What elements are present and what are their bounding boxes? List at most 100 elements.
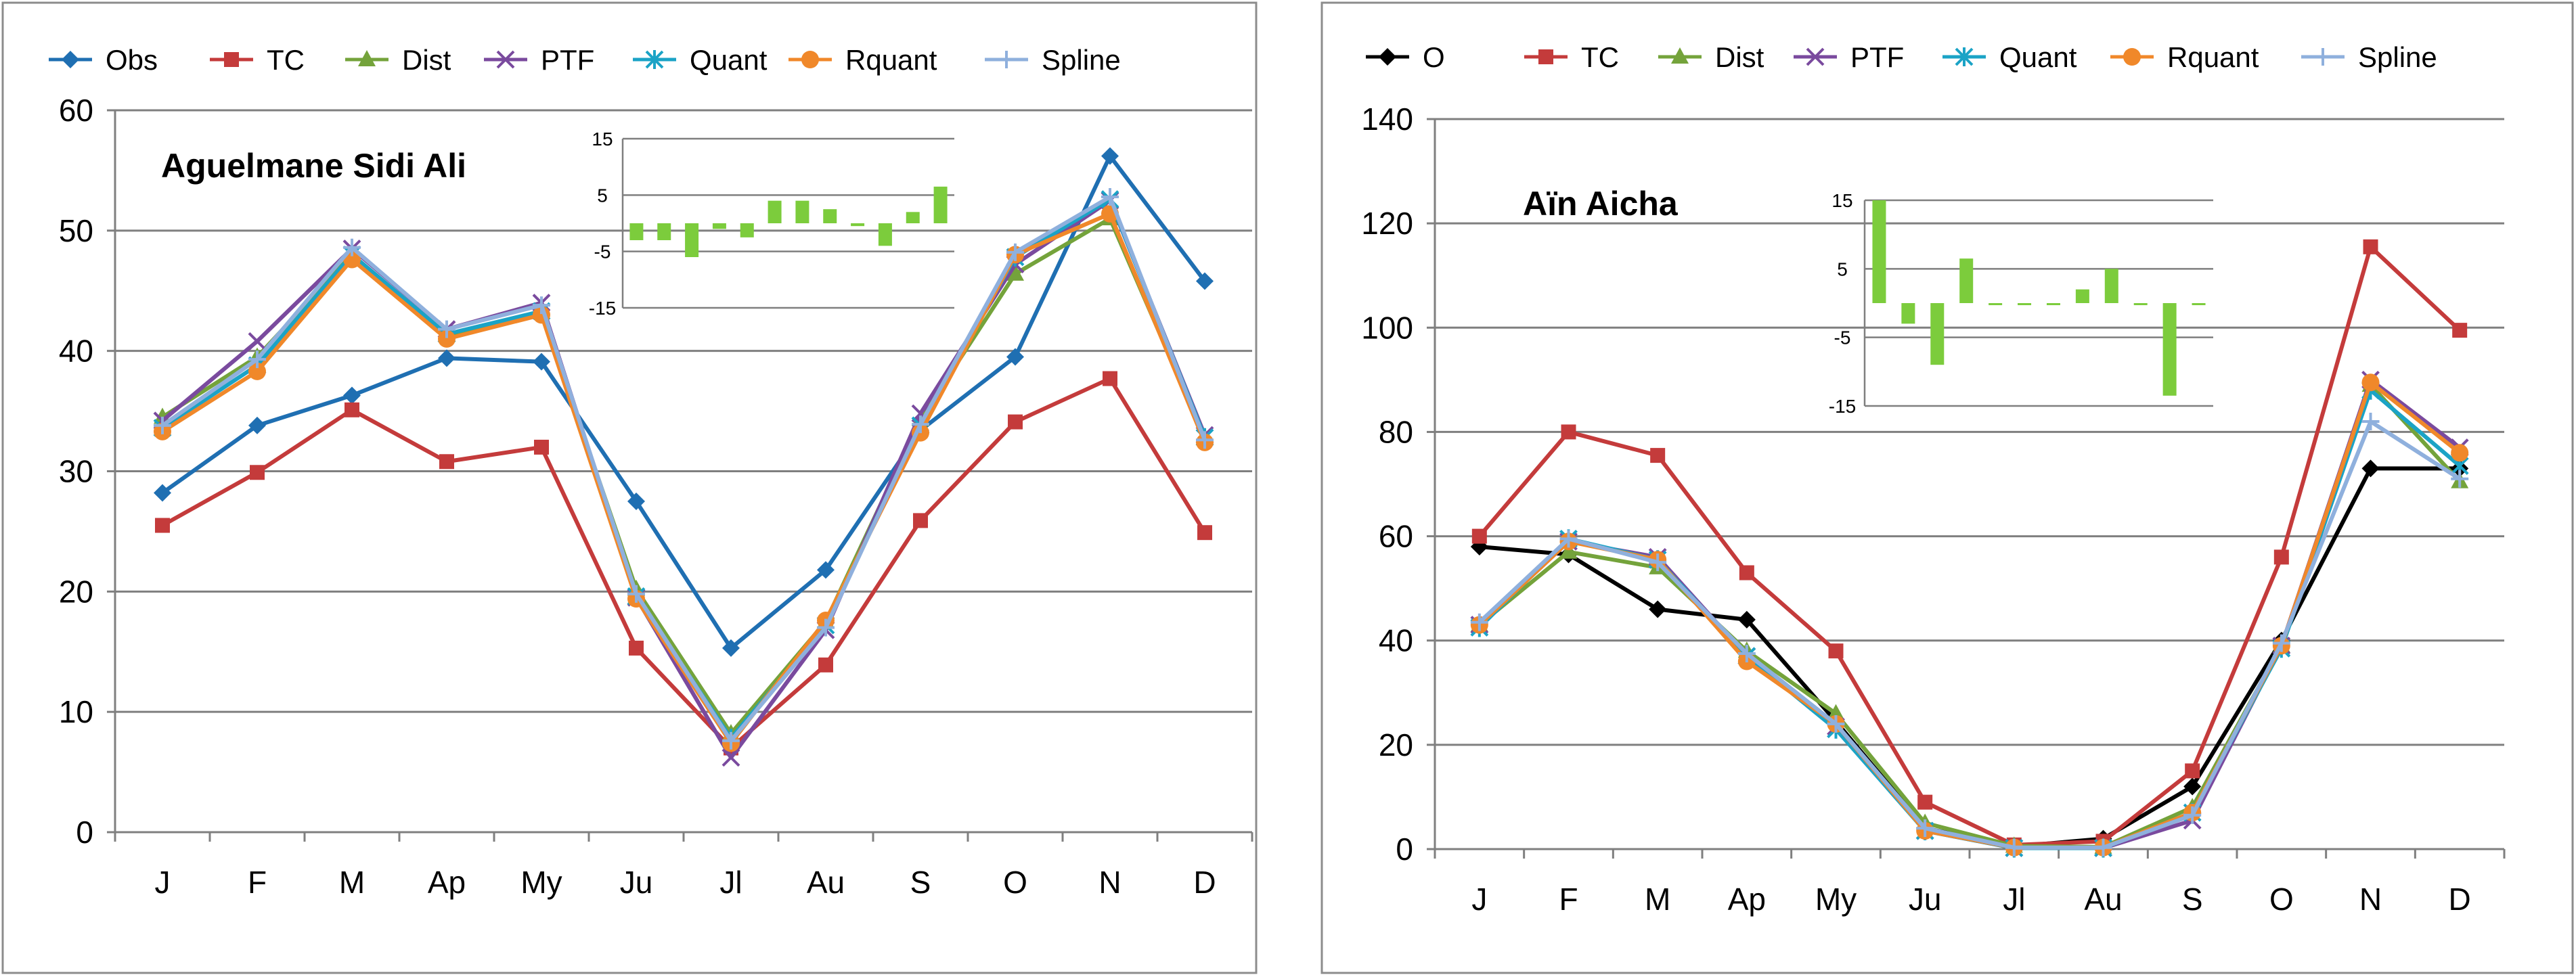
y-tick-label: 50 <box>59 213 93 248</box>
data-point-spline <box>2451 470 2469 488</box>
data-point-spline <box>248 350 266 369</box>
legend-label: Spline <box>2358 41 2437 73</box>
data-point-obs <box>1101 147 1119 165</box>
data-point-obs <box>627 492 645 510</box>
data-point-obs <box>817 561 835 579</box>
data-point-tc <box>2185 763 2200 779</box>
data-point-tc <box>2363 239 2378 254</box>
chart-panel-ain-aicha: 0 20 40 60 80 100 120 140 J F M Ap My Ju Jl Au S O N D O TC Di… <box>1320 1 2574 974</box>
x-tick-label: D <box>1193 865 1216 900</box>
inset-bar <box>851 223 865 227</box>
inset-bar <box>1901 303 1915 324</box>
data-point-tc <box>2452 323 2468 338</box>
inset-bar <box>629 223 644 240</box>
inset-bar <box>2104 269 2118 303</box>
y-tick-label: 10 <box>59 694 93 729</box>
data-point-spline <box>912 415 929 434</box>
chart-title: Aguelmane Sidi Ali <box>161 147 466 185</box>
legend-label: Quant <box>1999 41 2077 73</box>
series-line-spline <box>1478 419 2461 850</box>
legend-label: TC <box>1581 41 1619 73</box>
legend-label: Rquant <box>845 44 937 76</box>
data-point-rquant <box>2451 444 2469 462</box>
legend-label: O <box>1423 41 1445 73</box>
x-tick-label: S <box>910 865 931 900</box>
data-point-spline <box>533 296 550 315</box>
data-point-tc <box>1561 424 1576 440</box>
x-tick-label: N <box>1098 865 1121 900</box>
x-tick-label: M <box>1645 882 1670 917</box>
inset-bar <box>2046 303 2060 306</box>
legend-label: Dist <box>1715 41 1764 73</box>
inset-bar <box>1959 258 1974 303</box>
data-point-tc <box>439 454 454 470</box>
inset-bar <box>2162 303 2177 396</box>
data-point-spline <box>817 618 835 637</box>
data-point-o <box>1649 600 1667 618</box>
x-tick-label: F <box>1559 882 1578 917</box>
data-point-dist <box>1827 704 1845 721</box>
data-point-rquant <box>438 329 456 348</box>
data-point-tc <box>534 439 549 455</box>
data-point-spline <box>722 731 740 750</box>
legend-marker <box>1671 47 1689 64</box>
y-tick-label: 40 <box>1379 623 1413 658</box>
inset-bar <box>2192 303 2206 306</box>
x-tick-label: S <box>2182 882 2203 917</box>
data-point-tc <box>1471 528 1487 544</box>
data-point-tc <box>155 518 170 533</box>
inset-bar <box>906 212 920 223</box>
inset-tick-label: -5 <box>594 242 611 263</box>
data-point-tc <box>1917 794 1933 810</box>
legend-label: Spline <box>1042 44 1121 76</box>
y-tick-label: 80 <box>1379 414 1413 449</box>
legend-marker <box>496 50 515 69</box>
y-tick-label: 100 <box>1361 310 1413 345</box>
data-point-tc <box>345 402 359 417</box>
y-tick-label: 140 <box>1361 101 1413 137</box>
x-tick-label: Ju <box>620 865 653 900</box>
data-point-ptf <box>248 332 267 350</box>
data-point-spline <box>1559 530 1578 548</box>
x-tick-label: O <box>2269 882 2294 917</box>
data-point-spline <box>1196 431 1214 449</box>
inset-tick-label: -15 <box>1829 396 1856 417</box>
inset-tick-label: -15 <box>589 298 616 319</box>
legend-marker <box>224 52 239 67</box>
data-point-spline <box>438 320 456 338</box>
inset-bar <box>740 223 754 237</box>
legend-marker <box>998 51 1015 68</box>
inset-bar <box>795 200 809 223</box>
legend-marker <box>62 51 79 68</box>
legend-marker <box>1955 47 1974 66</box>
y-tick-label: 20 <box>59 574 93 609</box>
data-point-obs <box>343 386 361 405</box>
y-tick-label: 40 <box>59 334 93 369</box>
x-tick-label: Au <box>2084 882 2122 917</box>
data-point-obs <box>722 639 740 657</box>
data-point-tc <box>250 465 265 480</box>
data-point-rquant <box>248 362 266 380</box>
inset-tick-label: 15 <box>1831 190 1852 211</box>
legend-marker <box>358 50 376 66</box>
y-tick-label: 120 <box>1361 206 1413 241</box>
data-point-spline <box>154 416 171 434</box>
data-point-spline <box>2094 838 2112 857</box>
data-point-spline <box>1649 553 1667 572</box>
legend-marker <box>645 50 664 69</box>
x-tick-label: Au <box>807 865 845 900</box>
series-line-tc <box>161 376 1207 750</box>
data-point-spline <box>1006 243 1024 261</box>
inset-bar <box>1872 200 1886 303</box>
series-line-tc <box>1478 244 2462 847</box>
data-point-spline <box>2361 413 2380 431</box>
data-point-dist <box>154 407 171 424</box>
data-point-spline <box>2005 838 2023 857</box>
legend-label: Dist <box>402 44 451 76</box>
data-point-obs <box>154 484 171 502</box>
inset-bar <box>685 223 699 257</box>
legend-marker <box>2123 48 2141 66</box>
inset-bar <box>768 200 782 223</box>
chart-title: Aïn Aicha <box>1523 185 1679 223</box>
